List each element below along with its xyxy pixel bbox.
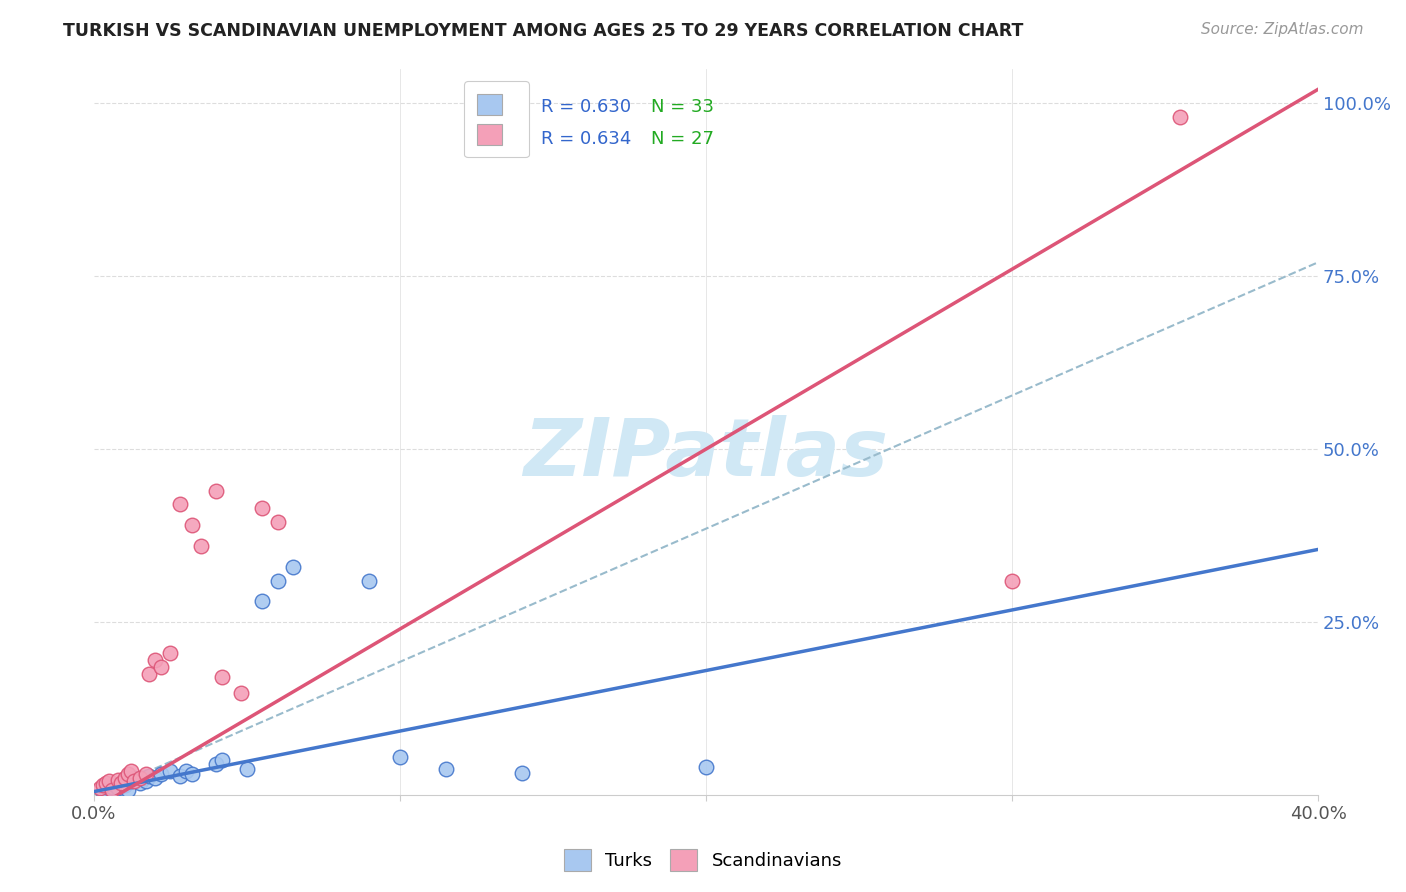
- Point: [229, 686, 252, 700]
- Point: [91, 784, 114, 798]
- Point: [180, 767, 202, 781]
- Text: ZIPatlas: ZIPatlas: [523, 415, 889, 492]
- Point: [125, 772, 148, 787]
- Point: [114, 771, 136, 785]
- Text: R = 0.630: R = 0.630: [541, 98, 631, 116]
- Point: [128, 771, 150, 785]
- Point: [159, 646, 181, 660]
- Point: [110, 775, 132, 789]
- Point: [138, 667, 160, 681]
- Point: [205, 483, 228, 498]
- Point: [434, 762, 457, 776]
- Point: [211, 670, 233, 684]
- Point: [159, 764, 181, 778]
- Point: [98, 774, 121, 789]
- Legend: , : ,: [464, 81, 529, 157]
- Point: [89, 781, 111, 796]
- Point: [169, 498, 191, 512]
- Point: [1170, 110, 1192, 124]
- Point: [96, 775, 118, 789]
- Point: [110, 775, 132, 789]
- Point: [96, 782, 118, 797]
- Point: [104, 778, 127, 792]
- Point: [135, 767, 157, 781]
- Legend: Turks, Scandinavians: Turks, Scandinavians: [557, 842, 849, 879]
- Point: [120, 764, 142, 778]
- Point: [132, 771, 155, 785]
- Point: [695, 760, 717, 774]
- Point: [169, 769, 191, 783]
- Point: [91, 778, 114, 792]
- Point: [236, 762, 259, 776]
- Point: [252, 500, 274, 515]
- Text: Source: ZipAtlas.com: Source: ZipAtlas.com: [1201, 22, 1364, 37]
- Point: [101, 782, 124, 797]
- Point: [205, 756, 228, 771]
- Point: [138, 769, 160, 783]
- Point: [174, 764, 197, 778]
- Point: [143, 771, 166, 785]
- Point: [190, 539, 212, 553]
- Point: [252, 594, 274, 608]
- Point: [107, 772, 129, 787]
- Point: [114, 778, 136, 792]
- Text: R = 0.634: R = 0.634: [541, 130, 631, 148]
- Point: [388, 750, 411, 764]
- Point: [359, 574, 381, 588]
- Point: [101, 780, 124, 794]
- Point: [266, 515, 288, 529]
- Point: [281, 559, 304, 574]
- Point: [150, 767, 173, 781]
- Point: [180, 518, 202, 533]
- Point: [122, 774, 145, 789]
- Text: N = 27: N = 27: [651, 130, 714, 148]
- Point: [117, 767, 139, 781]
- Point: [98, 781, 121, 796]
- Point: [135, 774, 157, 789]
- Point: [512, 766, 534, 780]
- Point: [122, 771, 145, 785]
- Point: [150, 660, 173, 674]
- Point: [117, 782, 139, 797]
- Point: [266, 574, 288, 588]
- Text: TURKISH VS SCANDINAVIAN UNEMPLOYMENT AMONG AGES 25 TO 29 YEARS CORRELATION CHART: TURKISH VS SCANDINAVIAN UNEMPLOYMENT AMO…: [63, 22, 1024, 40]
- Point: [143, 653, 166, 667]
- Point: [1001, 574, 1024, 588]
- Point: [107, 781, 129, 796]
- Point: [211, 754, 233, 768]
- Text: N = 33: N = 33: [651, 98, 714, 116]
- Point: [120, 774, 142, 789]
- Point: [128, 775, 150, 789]
